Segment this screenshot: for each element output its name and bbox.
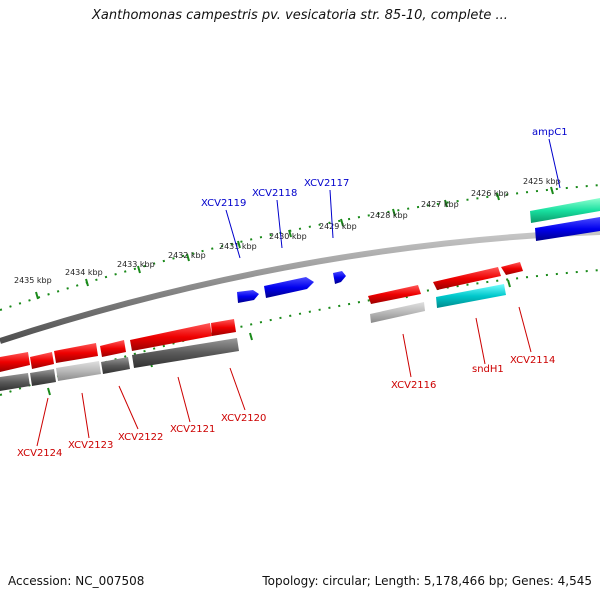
gene-arrow[interactable] (100, 340, 126, 357)
gene-label-ampC1[interactable]: ampC1 (532, 127, 568, 138)
gene-arrow[interactable] (54, 343, 98, 363)
reverse-genes (0, 262, 523, 391)
gene-arrow[interactable] (264, 277, 314, 298)
gene-arrow[interactable] (535, 217, 600, 241)
forward-callouts (225, 138, 561, 259)
gene-arrow[interactable] (237, 290, 259, 303)
gene-label-XCV2118[interactable]: XCV2118 (252, 188, 297, 199)
gene-arrow[interactable] (433, 267, 501, 290)
gene-arrow-rna[interactable] (436, 284, 506, 308)
gene-label-XCV2119[interactable]: XCV2119 (201, 198, 246, 209)
tick-label-2427: 2427 kbp (421, 200, 459, 209)
map-title: Xanthomonas campestris pv. vesicatoria s… (92, 8, 508, 23)
forward-genes (237, 198, 600, 303)
gene-arrow[interactable] (130, 323, 212, 351)
gene-block[interactable] (132, 338, 239, 368)
inner-tick-ring (0, 269, 600, 396)
gene-label-XCV2116[interactable]: XCV2116 (391, 380, 436, 391)
gene-arrow-rna[interactable] (530, 198, 600, 223)
gene-block[interactable] (101, 357, 130, 374)
gene-label-XCV2122[interactable]: XCV2122 (118, 432, 163, 443)
gene-label-XCV2123[interactable]: XCV2123 (68, 440, 113, 451)
tick-label-2428: 2428 kbp (370, 211, 408, 220)
gene-arrow[interactable] (501, 262, 523, 275)
tick-label-2433: 2433 kbp (117, 260, 155, 269)
accession-text: Accession: NC_007508 (8, 574, 145, 588)
tick-label-2431: 2431 kbp (219, 242, 257, 251)
gene-arrow-pseudo[interactable] (370, 302, 425, 323)
gene-arrow[interactable] (333, 271, 346, 284)
gene-arrow[interactable] (368, 285, 421, 304)
topology-text: Topology: circular; Length: 5,178,466 bp… (262, 574, 592, 588)
outer-tick-ring (0, 184, 600, 311)
gene-label-XCV2120[interactable]: XCV2120 (221, 413, 266, 424)
gene-arrow[interactable] (211, 319, 236, 336)
gene-block[interactable] (0, 373, 30, 391)
tick-label-2432: 2432 kbp (168, 251, 206, 260)
tick-label-2429: 2429 kbp (319, 222, 357, 231)
tick-label-2426: 2426 kbp (471, 189, 509, 198)
tick-label-2425: 2425 kbp (523, 177, 561, 186)
reverse-callouts (36, 306, 532, 447)
gene-label-XCV2117[interactable]: XCV2117 (304, 178, 349, 189)
gene-block[interactable] (30, 369, 56, 386)
tick-label-2430: 2430 kbp (269, 232, 307, 241)
tick-label-2434: 2434 kbp (65, 268, 103, 277)
gene-arrow[interactable] (0, 352, 30, 372)
gene-label-XCV2114[interactable]: XCV2114 (510, 355, 555, 366)
gene-label-XCV2124[interactable]: XCV2124 (17, 448, 62, 459)
gene-label-sndH1[interactable]: sndH1 (472, 364, 504, 375)
gene-label-XCV2121[interactable]: XCV2121 (170, 424, 215, 435)
gene-arrow[interactable] (30, 352, 54, 369)
gene-block[interactable] (56, 361, 101, 381)
genome-backbone (0, 229, 600, 344)
tick-label-2435: 2435 kbp (14, 276, 52, 285)
